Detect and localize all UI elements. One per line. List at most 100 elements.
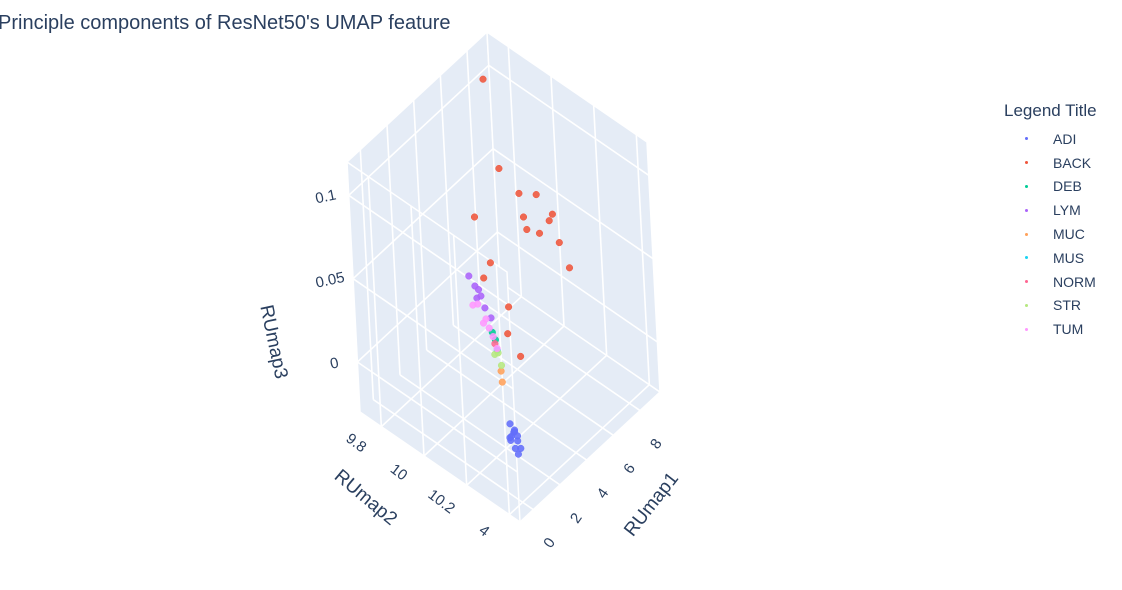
gridline [367, 176, 383, 427]
x-tick-label: 0 [540, 535, 559, 552]
data-point-back[interactable] [470, 213, 479, 221]
data-point-tum[interactable] [493, 344, 501, 353]
legend-item-adi[interactable]: ADI [1004, 127, 1097, 151]
y-tick-label: 10.2 [425, 486, 459, 517]
z-tick-label: 0.05 [314, 269, 346, 292]
gridline [592, 105, 608, 356]
legend-marker [1025, 327, 1028, 331]
gridline [423, 325, 565, 457]
gridline [352, 148, 494, 280]
legend-marker [1025, 137, 1028, 141]
legend-label: BACK [1053, 154, 1092, 171]
legend-label: LYM [1053, 202, 1081, 219]
legend[interactable]: Legend Title ADI BACK DEB LYM MUC MUS NORM STR T… [1004, 101, 1097, 341]
legend-label: DEB [1053, 178, 1082, 195]
gridline [466, 354, 608, 486]
series-muc[interactable] [497, 367, 506, 386]
legend-item-str[interactable]: STR [1004, 294, 1097, 318]
gridline [439, 75, 455, 326]
chart-title: Principle components of ResNet50's UMAP … [0, 12, 451, 34]
data-point-adi[interactable] [507, 436, 515, 444]
data-point-tum[interactable] [469, 301, 477, 309]
gridline [356, 231, 498, 363]
legend-items[interactable]: ADI BACK DEB LYM MUC MUS NORM STR TUM [1004, 127, 1097, 341]
gridline [372, 398, 534, 511]
data-point-lym[interactable] [474, 286, 483, 294]
data-point-lym[interactable] [481, 304, 489, 312]
data-point-str[interactable] [497, 361, 506, 369]
legend-label: ADI [1053, 130, 1077, 147]
gridline [496, 231, 658, 343]
data-point-back[interactable] [545, 217, 553, 225]
y-tick-label: 10 [387, 461, 411, 485]
data-point-back[interactable] [486, 259, 494, 267]
legend-marker [1025, 303, 1028, 307]
scene-gridlines [348, 46, 658, 516]
x-axis-title: RUmap1 [620, 469, 683, 541]
legend-label: MUC [1053, 226, 1085, 243]
data-point-back[interactable] [523, 225, 531, 234]
data-point-adi[interactable] [510, 426, 519, 434]
data-point-back[interactable] [495, 164, 503, 173]
series-back[interactable] [470, 75, 574, 360]
x-tick-label: 8 [647, 436, 666, 453]
legend-label: STR [1053, 297, 1081, 314]
scene-panes [346, 30, 662, 524]
legend-marker [1025, 184, 1028, 188]
gridline [348, 194, 510, 306]
data-point-back[interactable] [548, 210, 556, 218]
data-point-back[interactable] [517, 352, 525, 360]
legend-item-lym[interactable]: LYM [1004, 198, 1097, 222]
gridline [635, 134, 651, 385]
z-axis-title: RUmap3 [255, 303, 291, 381]
gridline [426, 349, 588, 461]
data-point-back[interactable] [504, 330, 512, 338]
z-tick-label: 0.1 [314, 186, 338, 207]
legend-item-muc[interactable]: MUC [1004, 222, 1097, 246]
x-tick-label: 4 [594, 485, 613, 502]
series-adi[interactable] [506, 420, 525, 458]
scatter-points[interactable] [465, 75, 574, 458]
data-point-back[interactable] [519, 213, 528, 221]
legend-item-norm[interactable]: NORM [1004, 270, 1097, 294]
data-point-back[interactable] [555, 239, 563, 247]
data-point-muc[interactable] [498, 378, 506, 386]
legend-item-deb[interactable]: DEB [1004, 175, 1097, 199]
data-point-adi[interactable] [514, 450, 522, 458]
legend-label: TUM [1053, 321, 1084, 338]
gridline [359, 149, 375, 400]
scene-pane [486, 30, 661, 394]
x-tick-label: 2 [567, 510, 586, 527]
data-point-tum[interactable] [482, 315, 490, 323]
legend-marker [1025, 280, 1028, 284]
data-point-back[interactable] [535, 229, 544, 237]
data-point-back[interactable] [515, 189, 523, 197]
gridline [550, 75, 565, 327]
gridline [380, 296, 522, 428]
data-point-tum[interactable] [489, 333, 497, 341]
data-point-adi[interactable] [513, 432, 522, 440]
y-tick-label: 4 [476, 522, 493, 541]
series-tum[interactable] [469, 300, 501, 353]
data-point-adi[interactable] [506, 420, 514, 428]
data-point-lym[interactable] [473, 294, 481, 302]
gridline [386, 124, 401, 375]
gridline [508, 384, 650, 516]
gridline [356, 361, 518, 473]
data-point-back[interactable] [479, 75, 487, 83]
gridline [399, 374, 561, 486]
legend-item-mus[interactable]: MUS [1004, 246, 1097, 270]
data-point-back[interactable] [565, 264, 574, 272]
data-point-tum[interactable] [485, 324, 493, 332]
gridline [479, 299, 641, 412]
legend-item-tum[interactable]: TUM [1004, 317, 1097, 341]
data-point-lym[interactable] [465, 272, 473, 280]
data-point-back[interactable] [505, 303, 513, 311]
gridline [452, 324, 614, 436]
data-point-back[interactable] [532, 191, 540, 199]
gridline [495, 264, 511, 515]
gridline [348, 64, 490, 196]
data-point-back[interactable] [480, 274, 488, 282]
legend-item-back[interactable]: BACK [1004, 151, 1097, 175]
